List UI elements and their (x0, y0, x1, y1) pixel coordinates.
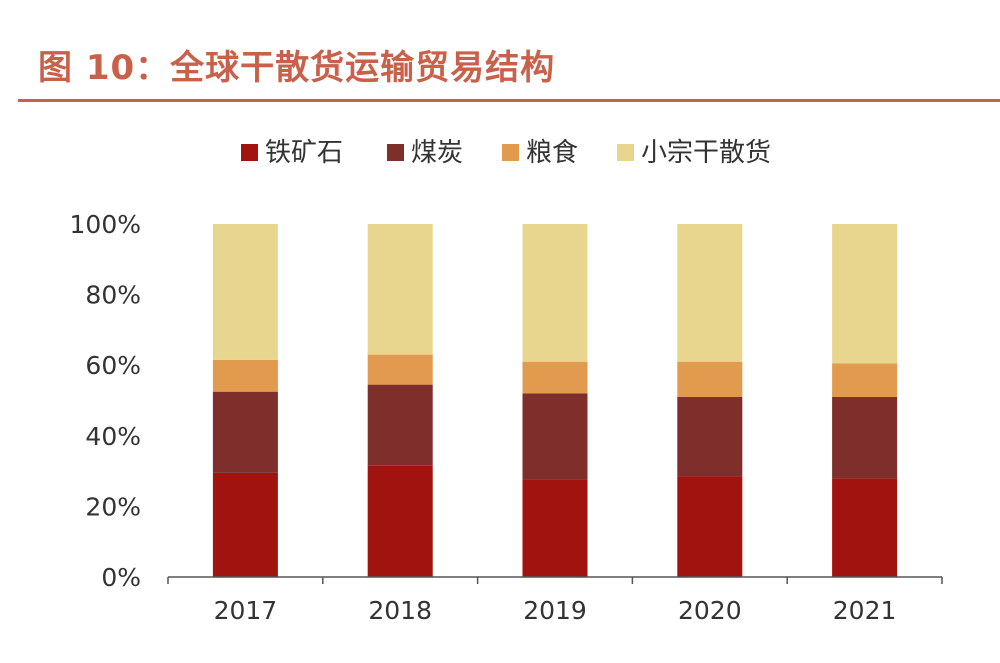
bar-segment-2019-3 (522, 361, 588, 394)
legend-swatch-1 (241, 144, 258, 161)
y-tick-label: 40% (85, 422, 141, 451)
legend-label-3: 粮食 (526, 138, 578, 168)
bar-segment-2018-2 (367, 384, 433, 466)
legend-swatch-3 (502, 144, 519, 161)
bar-segment-2017-1 (212, 472, 278, 577)
legend-swatch-2 (387, 144, 404, 161)
bar-segment-2017-2 (212, 391, 278, 473)
bar-segment-2018-4 (367, 224, 433, 355)
bar-segment-2020-1 (677, 476, 743, 577)
bar-segment-2020-2 (677, 396, 743, 477)
legend-label-2: 煤炭 (411, 138, 463, 168)
y-tick-label: 100% (70, 210, 141, 239)
bar-segment-2020-3 (677, 361, 743, 397)
bar-segment-2021-1 (832, 478, 898, 577)
y-tick-label: 0% (101, 563, 141, 592)
bar-segment-2017-4 (212, 224, 278, 360)
bar-segment-2021-3 (832, 363, 898, 397)
figure-title: 图 10：全球干散货运输贸易结构 (38, 48, 556, 88)
x-tick-label: 2019 (523, 596, 587, 625)
bar-segment-2019-1 (522, 479, 588, 577)
title-divider (18, 99, 1000, 102)
y-tick-label: 80% (85, 281, 141, 310)
x-tick-label: 2018 (368, 596, 432, 625)
bar-segment-2020-4 (677, 224, 743, 362)
legend-label-4: 小宗干散货 (641, 138, 771, 168)
x-tick-label: 2021 (833, 596, 897, 625)
x-tick-label: 2017 (214, 596, 278, 625)
bar-segment-2021-4 (832, 224, 898, 364)
y-tick-label: 60% (85, 351, 141, 380)
legend-swatch-4 (617, 144, 634, 161)
legend-label-1: 铁矿石 (265, 138, 343, 168)
bar-segment-2017-3 (212, 359, 278, 392)
bar-segment-2019-2 (522, 393, 588, 480)
bar-segment-2021-2 (832, 396, 898, 479)
bar-segment-2018-3 (367, 354, 433, 385)
bar-segment-2019-4 (522, 224, 588, 362)
x-tick-label: 2020 (678, 596, 742, 625)
y-tick-label: 20% (85, 492, 141, 521)
bar-segment-2018-1 (367, 465, 433, 577)
